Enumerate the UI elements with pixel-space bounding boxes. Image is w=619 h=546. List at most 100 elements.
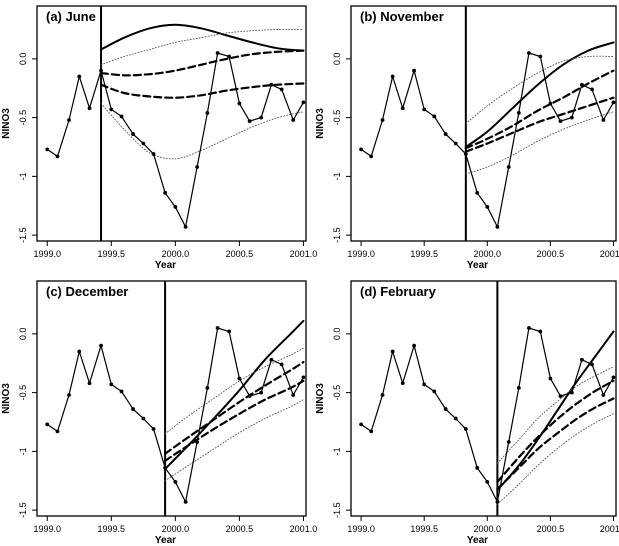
- observed-point: [291, 118, 296, 122]
- observed-point: [601, 118, 606, 122]
- observed-point: [237, 101, 242, 106]
- observed-point: [422, 382, 427, 387]
- observed-point: [55, 429, 60, 434]
- x-axis-label: Year: [467, 260, 488, 271]
- observed-series-line: [46, 327, 304, 504]
- panel-1: 1999.0 1999.5 2000.0 2000.5 2001.0 0.0 -0.5 -1 -…: [1, 5, 318, 271]
- x-tick-label: 2000.5: [226, 249, 254, 259]
- forecast-dotted-curve: [100, 28, 304, 66]
- observed-point: [558, 119, 563, 124]
- observed-point: [259, 390, 264, 395]
- forecast-solid-curve: [464, 41, 615, 148]
- observed-point: [400, 106, 405, 111]
- y-tick-label: -0.5: [18, 110, 28, 126]
- observed-point: [495, 225, 500, 229]
- observed-point: [163, 190, 167, 195]
- observed-point: [506, 165, 511, 169]
- observed-point: [67, 393, 71, 397]
- observed-point: [183, 500, 188, 504]
- forecast-dotted-curve: [164, 399, 304, 482]
- observed-point: [485, 480, 490, 484]
- observed-point: [475, 465, 480, 470]
- observed-point: [453, 141, 458, 146]
- y-tick-label: 0.0: [332, 328, 342, 341]
- observed-point: [141, 141, 146, 146]
- forecast-dashed-curve: [164, 361, 305, 455]
- x-tick-label: 2001.0: [600, 249, 619, 259]
- observed-point: [301, 100, 306, 105]
- x-tick-label: 1999.5: [98, 249, 126, 259]
- observed-point: [412, 343, 416, 348]
- forecast-dotted-curve: [164, 347, 304, 435]
- y-tick-label: 0.0: [332, 53, 342, 66]
- forecast-dotted-curve: [465, 111, 614, 175]
- observed-point: [516, 111, 521, 115]
- x-tick-label: 1999.0: [33, 524, 61, 534]
- forecast-dotted-curve: [465, 55, 614, 124]
- observed-point: [580, 82, 584, 87]
- observed-point: [77, 349, 82, 354]
- y-axis-label: NINO3: [1, 383, 12, 414]
- observed-point: [359, 147, 363, 152]
- plot-frame: [36, 5, 307, 242]
- observed-point: [548, 376, 553, 381]
- forecast-dashed-curve: [496, 379, 615, 483]
- forecast-solid-curve: [496, 330, 615, 492]
- observed-point: [516, 386, 521, 390]
- observed-point: [527, 326, 531, 330]
- observed-point: [422, 107, 427, 112]
- observed-point: [527, 51, 531, 55]
- observed-point: [215, 51, 220, 55]
- y-tick-label: -1: [18, 172, 28, 180]
- observed-point: [195, 440, 200, 444]
- forecast-dashed-curve: [496, 397, 615, 491]
- y-tick-label: -1.5: [332, 227, 342, 243]
- x-tick-label: 2001.0: [290, 249, 318, 259]
- x-tick-label: 1999.5: [410, 249, 438, 259]
- y-axis-label: NINO3: [315, 383, 326, 414]
- observed-point: [443, 132, 448, 136]
- panel-title: (c) December: [46, 284, 128, 299]
- observed-point: [131, 407, 135, 411]
- forecast-solid-curve: [100, 23, 305, 52]
- observed-point: [291, 393, 296, 397]
- x-tick-label: 2000.0: [474, 524, 502, 534]
- panel-title: (a) June: [46, 9, 96, 24]
- observed-point: [87, 106, 92, 111]
- plot-frame: [350, 5, 617, 242]
- observed-point: [269, 357, 274, 362]
- observed-point: [601, 393, 606, 397]
- observed-point: [301, 375, 306, 380]
- observed-point: [443, 407, 448, 411]
- observed-point: [67, 118, 71, 122]
- observed-point: [183, 225, 188, 229]
- forecast-dashed-curve: [99, 49, 305, 77]
- x-tick-label: 2000.0: [474, 249, 502, 259]
- observed-point: [247, 394, 252, 399]
- y-tick-label: -1.5: [332, 502, 342, 518]
- observed-point: [611, 100, 616, 105]
- observed-point: [495, 500, 500, 504]
- observed-point: [87, 381, 92, 386]
- y-tick-label: -0.5: [332, 110, 342, 126]
- y-tick-label: -1.5: [18, 502, 28, 518]
- observed-point: [558, 394, 563, 399]
- observed-point: [611, 375, 616, 380]
- x-tick-label: 1999.0: [347, 524, 375, 534]
- observed-point: [432, 114, 437, 119]
- observed-point: [463, 427, 468, 431]
- x-tick-label: 1999.5: [410, 524, 438, 534]
- plot-frame: [350, 280, 617, 517]
- observed-point: [141, 416, 146, 421]
- observed-point: [432, 389, 437, 394]
- observed-point: [227, 329, 232, 334]
- y-tick-label: 0.0: [18, 53, 28, 66]
- observed-point: [247, 119, 252, 124]
- y-tick-label: -1: [18, 447, 28, 455]
- y-tick-label: -1: [332, 172, 342, 180]
- observed-point: [77, 74, 82, 79]
- observed-point: [538, 329, 543, 334]
- observed-point: [380, 393, 385, 397]
- x-tick-label: 1999.5: [98, 524, 126, 534]
